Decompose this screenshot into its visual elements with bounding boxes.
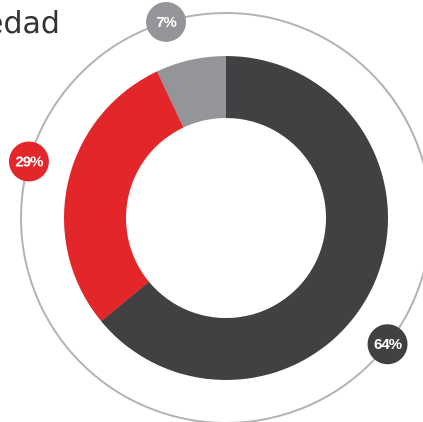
- label-badge: [8, 141, 49, 182]
- donut-segment: [157, 56, 226, 128]
- donut-segment: [63, 71, 184, 322]
- chart-title: edad: [0, 6, 60, 41]
- data-label: 29%: [15, 153, 43, 170]
- label-badge: [146, 1, 187, 42]
- label-badge: [367, 324, 408, 365]
- donut-segment: [101, 56, 388, 381]
- outer-ring: [20, 12, 423, 422]
- data-label: 64%: [374, 336, 402, 353]
- data-label: 7%: [156, 14, 176, 31]
